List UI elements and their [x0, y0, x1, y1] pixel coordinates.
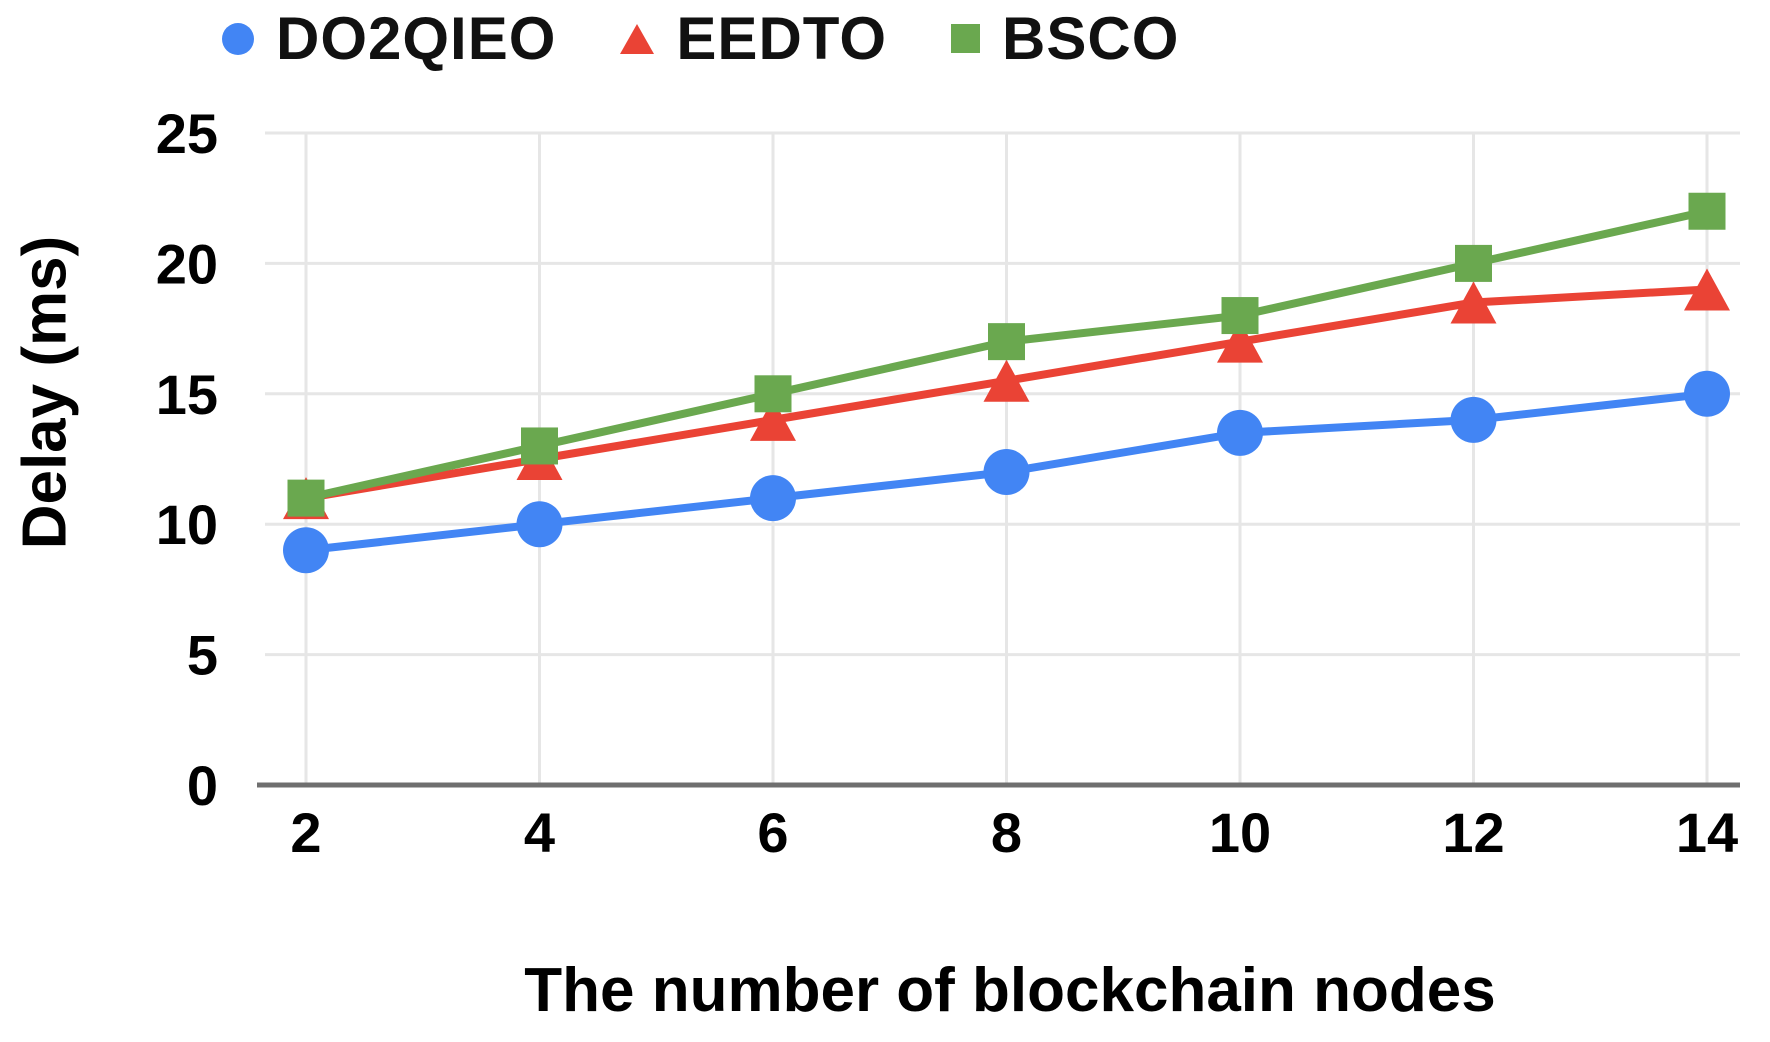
series-do2qieo-point	[283, 527, 329, 574]
series-eedto-point	[750, 398, 796, 441]
triangle-marker-icon	[620, 23, 655, 54]
series-bsco-point	[287, 479, 325, 517]
legend-item-eedto: EEDTO	[620, 4, 887, 73]
series-bsco-point	[754, 375, 792, 413]
x-axis-title: The number of blockchain nodes	[524, 956, 1496, 1025]
legend-item-bsco: BSCO	[951, 4, 1179, 73]
series-do2qieo-point	[516, 501, 563, 548]
series-eedto-point	[1217, 320, 1263, 363]
series-do2qieo-point	[983, 449, 1030, 496]
x-tick-label: 14	[1676, 801, 1738, 864]
y-axis-title: Delay (ms)	[10, 235, 80, 550]
chart-legend: DO2QIEO EEDTO BSCO	[222, 4, 1179, 73]
x-tick-label: 8	[991, 801, 1022, 864]
legend-label: BSCO	[1002, 5, 1180, 72]
x-tick-label: 12	[1442, 801, 1504, 864]
series-do2qieo-point	[750, 475, 796, 522]
y-tick-label: 20	[156, 232, 218, 295]
square-marker-icon	[951, 24, 981, 53]
series-bsco-point	[1455, 244, 1492, 282]
series-eedto-point	[1684, 268, 1730, 311]
y-tick-label: 0	[187, 754, 218, 817]
x-tick-label: 2	[290, 801, 321, 864]
series-eedto-point	[1450, 281, 1497, 324]
legend-label: DO2QIEO	[276, 5, 557, 72]
series-do2qieo-point	[1684, 370, 1730, 417]
legend-item-do2qieo: DO2QIEO	[222, 4, 556, 73]
x-tick-label: 6	[757, 801, 788, 864]
y-tick-label: 15	[156, 363, 218, 426]
series-bsco-point	[1221, 297, 1259, 335]
x-tick-label: 10	[1209, 801, 1271, 864]
legend-label: EEDTO	[676, 5, 888, 72]
series-do2qieo-point	[1450, 396, 1497, 443]
series-eedto-point	[983, 359, 1030, 402]
x-tick-label: 4	[524, 801, 555, 864]
y-tick-label: 10	[156, 493, 218, 556]
series-bsco-point	[988, 323, 1025, 361]
series-bsco-point	[1688, 192, 1726, 230]
series-bsco-point	[521, 427, 558, 465]
circle-marker-icon	[222, 22, 254, 55]
y-tick-label: 25	[156, 102, 218, 165]
y-tick-label: 5	[187, 624, 218, 687]
series-do2qieo-point	[1217, 409, 1263, 456]
